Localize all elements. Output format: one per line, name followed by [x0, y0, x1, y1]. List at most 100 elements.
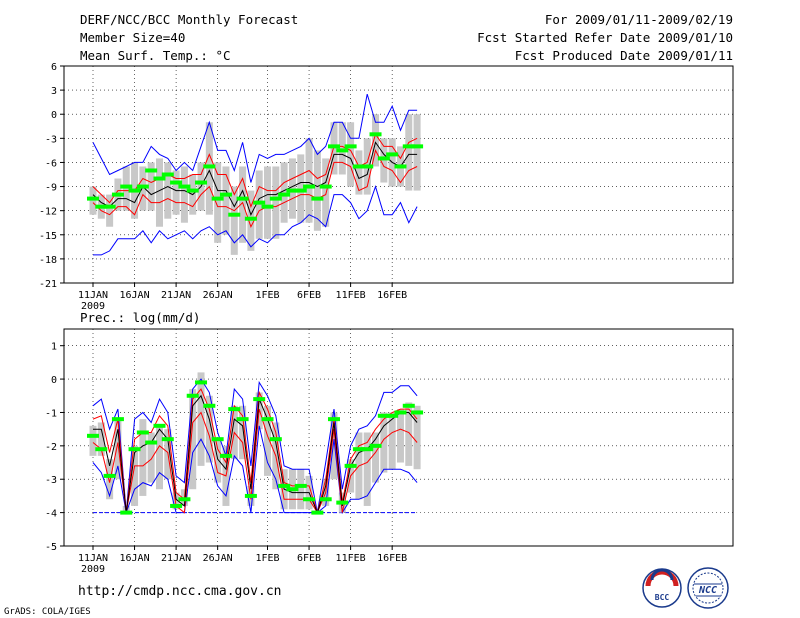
mean-marker — [369, 443, 382, 448]
mean-marker — [411, 144, 424, 149]
spread-box — [380, 138, 388, 183]
spread-box — [297, 154, 305, 223]
upper-quartile-line — [92, 133, 418, 209]
spread-box — [230, 186, 238, 255]
spread-box — [106, 459, 114, 500]
spread-box — [405, 114, 413, 191]
forecast-period: For 2009/01/11-2009/02/19 — [545, 12, 733, 27]
mean-marker — [303, 497, 316, 502]
spread-box — [114, 419, 122, 480]
spread-box — [272, 166, 280, 239]
mean-marker — [178, 497, 191, 502]
mean-marker — [278, 192, 291, 197]
mean-marker — [186, 393, 199, 398]
temp-panel-title: Mean Surf. Temp.: °C — [80, 48, 231, 63]
x-tick-label: 1FEB — [255, 290, 279, 301]
mean-marker — [344, 463, 357, 468]
spread-box — [380, 412, 388, 473]
y-tick-label: 1 — [51, 342, 57, 353]
y-tick-label: -12 — [39, 207, 57, 218]
y-tick-label: -3 — [45, 134, 57, 145]
spread-box — [239, 166, 247, 243]
mean-marker — [120, 184, 133, 189]
y-tick-label: -5 — [45, 542, 57, 553]
mean-marker — [244, 493, 257, 498]
mean-marker — [170, 503, 183, 508]
spread-box — [297, 469, 305, 510]
prec-panel-title: Prec.: log(mm/d) — [80, 310, 200, 325]
x-tick-label: 21JAN — [161, 290, 191, 301]
mean-marker — [253, 200, 266, 205]
mean-marker — [161, 172, 174, 177]
min-line — [92, 425, 418, 515]
mean-marker — [377, 413, 390, 418]
x-tick-label: 26JAN — [203, 553, 233, 564]
spread-box — [222, 166, 230, 235]
spread-box — [139, 166, 147, 211]
header-right: For 2009/01/11-2009/02/19 Fcst Started R… — [477, 12, 733, 63]
x-tick-label: 26JAN — [203, 290, 233, 301]
mean-marker — [219, 192, 232, 197]
y-tick-label: -2 — [45, 442, 57, 453]
x-tick-label: 16JAN — [119, 553, 149, 564]
y-tick-label: 6 — [51, 62, 57, 73]
spread-box — [338, 122, 346, 175]
mean-marker — [95, 447, 108, 452]
mean-marker — [145, 168, 158, 173]
mean-marker — [411, 410, 424, 415]
mean-marker — [236, 196, 249, 201]
temperature-panel: 6 3 0 -3 -6 -9 -12 -15 -18 -21 11JAN 16JAN 21JAN 26JA… — [39, 62, 734, 312]
mean-marker — [319, 184, 332, 189]
y-tick-label: 0 — [51, 375, 57, 386]
spread-box — [355, 150, 363, 195]
spread-box — [396, 409, 404, 463]
bcc-logo-text: BCC — [655, 593, 670, 602]
spread-box — [122, 166, 130, 211]
fcst-started-date: Fcst Started Refer Date 2009/01/10 — [477, 30, 733, 45]
mean-marker — [236, 417, 249, 422]
mean-marker — [111, 417, 124, 422]
mean-marker — [153, 423, 166, 428]
mean-marker — [228, 212, 241, 217]
mean-marker — [195, 180, 208, 185]
mean-marker — [394, 164, 407, 169]
mean-marker — [228, 407, 241, 412]
y-tick-label: -3 — [45, 475, 57, 486]
mean-marker — [311, 510, 324, 515]
mean-marker — [327, 417, 340, 422]
spread-box — [330, 412, 338, 480]
spread-box — [313, 150, 321, 231]
mean-marker — [136, 184, 149, 189]
mean-marker — [369, 132, 382, 137]
mean-marker — [95, 204, 108, 209]
spread-box — [264, 405, 272, 476]
spread-box — [172, 492, 180, 510]
mean-marker — [136, 430, 149, 435]
min-line — [93, 184, 418, 256]
y-tick-label: -21 — [39, 279, 57, 290]
mean-marker — [128, 188, 141, 193]
spread-box — [180, 166, 188, 223]
y-tick-label: -4 — [45, 509, 57, 520]
x-tick-label: 21JAN — [161, 553, 191, 564]
spread-box — [214, 439, 222, 483]
mean-marker — [153, 176, 166, 181]
x-tick-label: 11JAN — [78, 553, 108, 564]
mean-marker — [269, 196, 282, 201]
mean-marker — [103, 204, 116, 209]
lower-quartile-line — [92, 408, 418, 514]
mean-marker — [402, 144, 415, 149]
max-line — [92, 93, 418, 183]
mean-marker — [195, 380, 208, 385]
spread-box — [363, 432, 371, 506]
spread-box — [413, 114, 421, 191]
mean-marker — [303, 184, 316, 189]
ncc-logo: NCC — [687, 567, 729, 609]
mean-marker — [186, 188, 199, 193]
x-tick-label: 6FEB — [297, 290, 321, 301]
y-tick-label: -1 — [45, 408, 57, 419]
y-tick-label: -9 — [45, 183, 57, 194]
spread-box — [197, 372, 205, 466]
spread-box — [139, 419, 147, 496]
